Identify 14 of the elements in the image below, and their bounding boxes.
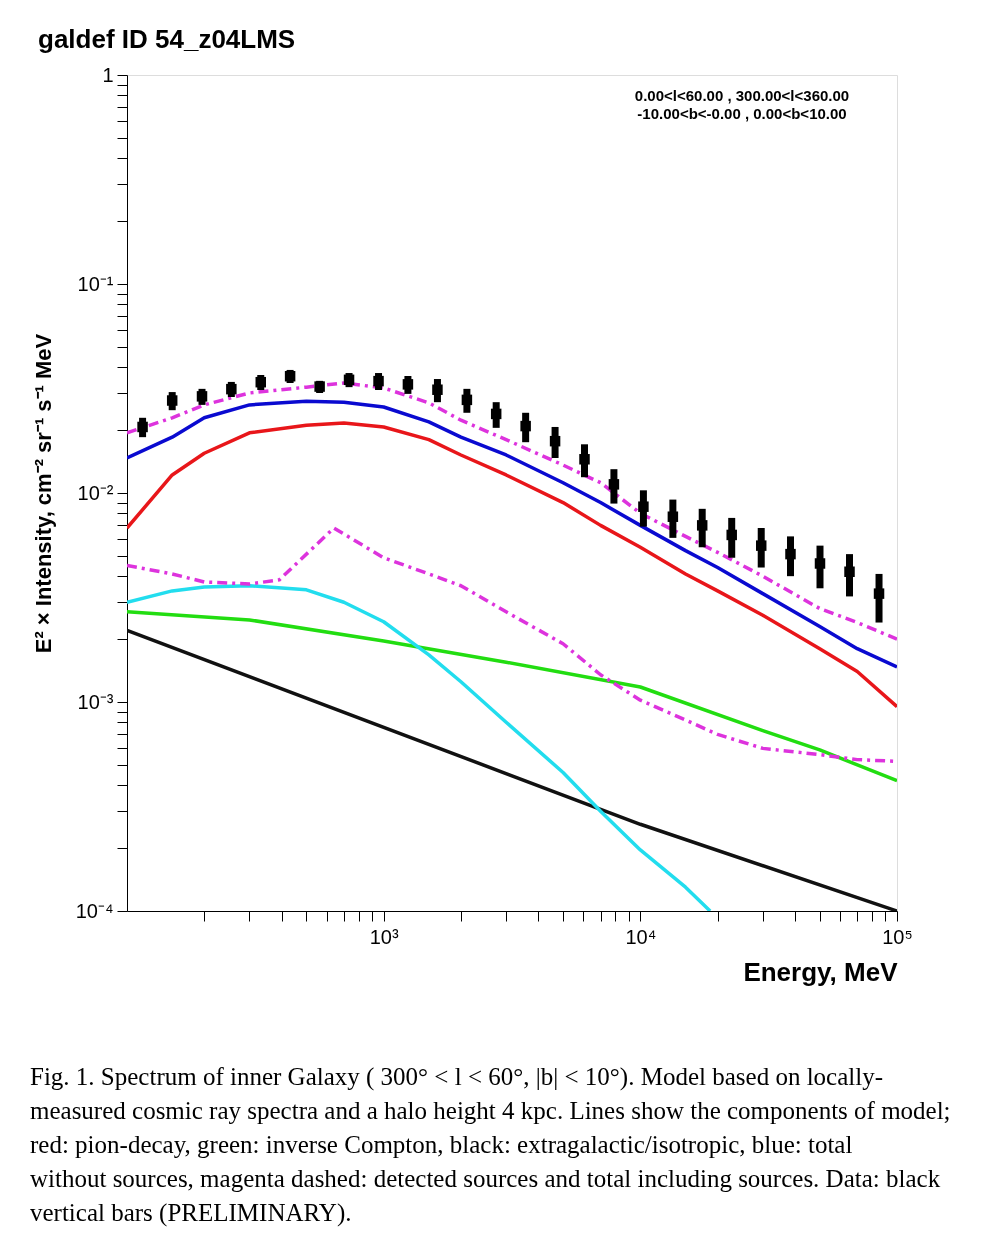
annotation: 0.00<l<60.00 , 300.00<l<360.00 bbox=[634, 87, 850, 104]
y-tick-label: 10⁻³ bbox=[77, 690, 114, 713]
chart-title: galdef ID 54_z04LMS bbox=[38, 24, 296, 54]
y-tick-label: 10⁻⁴ bbox=[75, 899, 114, 922]
caption: Fig. 1. Spectrum of inner Galaxy ( 300° < l < 60°, |b| < 10°). Model based on locally-measured cosmic ray spectra and a halo height 4 kpc. Lines show the components of model; red: pion-decay, green: inverse Compton, black: extragalactic/isotropic, blue: total without sources, magenta dashed: detected sources and total including sources. Data: black vertical bars (PRELIMINARY). bbox=[30, 1063, 951, 1227]
y-tick-label: 10⁻¹ bbox=[77, 272, 114, 295]
x-tick-label: 10⁵ bbox=[882, 925, 913, 948]
x-axis-title: Energy, MeV bbox=[743, 956, 899, 987]
y-tick-label: 1 bbox=[102, 63, 114, 86]
y-axis-title: E² × Intensity, cm⁻² sr⁻¹ s⁻¹ MeV bbox=[30, 333, 56, 654]
annotation: -10.00<b<-0.00 , 0.00<b<10.00 bbox=[637, 105, 847, 122]
y-tick-label: 10⁻² bbox=[77, 481, 114, 504]
x-tick-label: 10⁴ bbox=[625, 925, 657, 948]
x-tick-label: 10³ bbox=[369, 925, 399, 948]
